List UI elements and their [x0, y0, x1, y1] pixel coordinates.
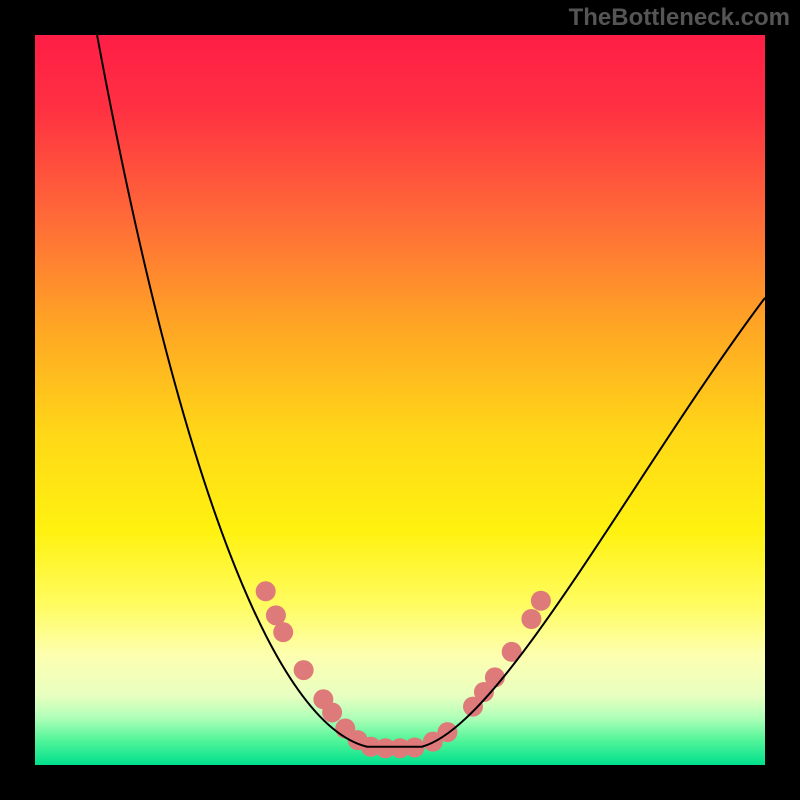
image-frame: TheBottleneck.com: [0, 0, 800, 800]
data-marker: [531, 591, 551, 611]
data-marker: [521, 609, 541, 629]
data-marker: [322, 702, 342, 722]
chart-svg: [0, 0, 800, 800]
plot-gradient-background: [35, 35, 765, 765]
data-marker: [273, 622, 293, 642]
watermark-text: TheBottleneck.com: [569, 4, 790, 32]
data-marker: [256, 581, 276, 601]
data-marker: [294, 660, 314, 680]
